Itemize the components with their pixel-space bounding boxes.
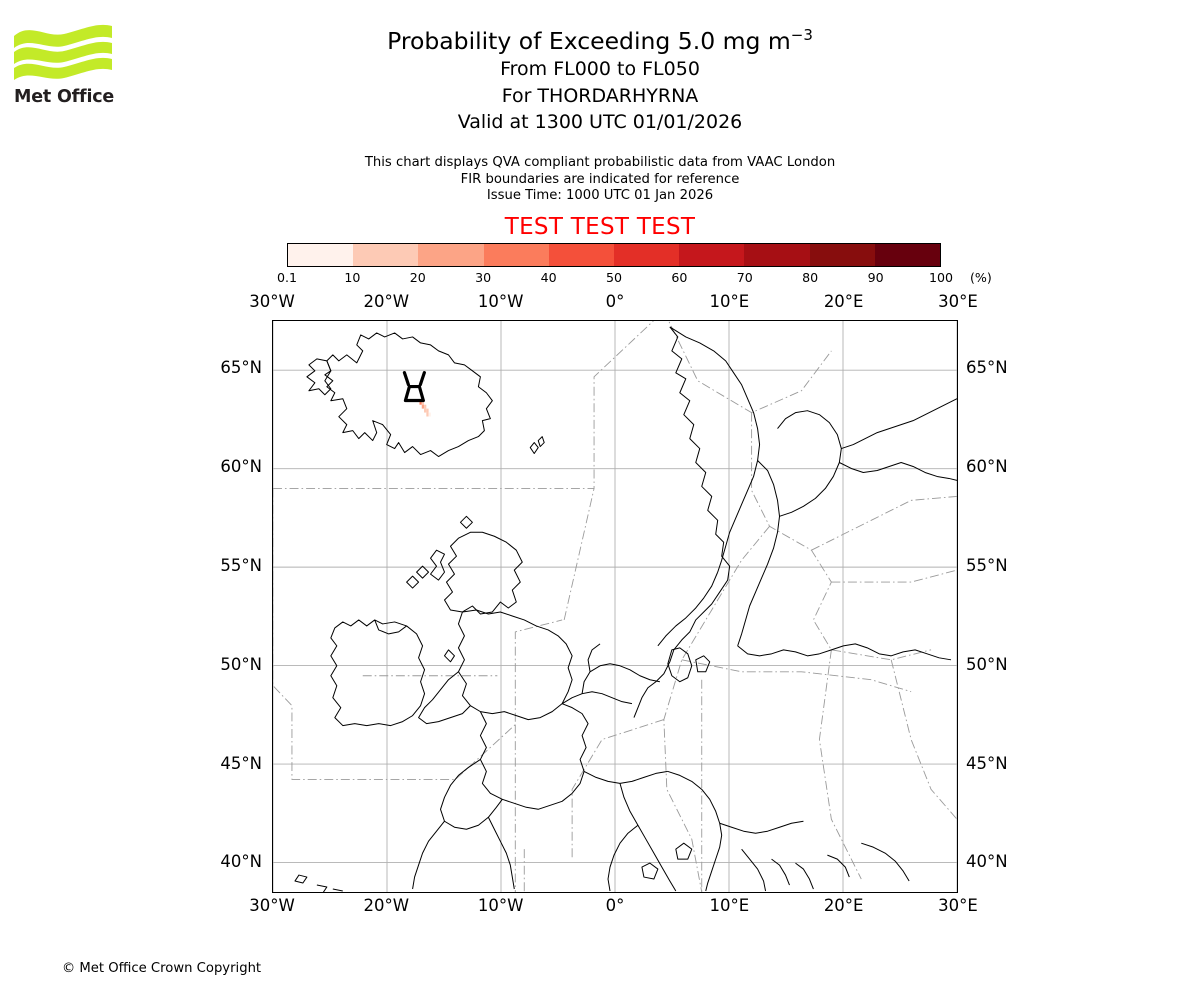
lat-label-left-3: 55°N <box>220 555 262 575</box>
colorbar-tick-60: 60 <box>671 270 688 285</box>
met-office-waves-icon <box>14 24 112 80</box>
colorbar-tick-40: 40 <box>540 270 557 285</box>
test-banner: TEST TEST TEST <box>504 214 696 240</box>
subtitle-valid-time: Valid at 1300 UTC 01/01/2026 <box>457 111 743 133</box>
map-plot-area[interactable] <box>272 320 958 893</box>
lat-label-right-4: 60°N <box>966 457 1008 477</box>
title-block: Probability of Exceeding 5.0 mg m−3 From… <box>0 26 1200 136</box>
note-block: This chart displays QVA compliant probab… <box>0 155 1200 205</box>
colorbar-tick-70: 70 <box>736 270 753 285</box>
page-title-text: Probability of Exceeding 5.0 mg m <box>387 27 791 55</box>
colorbar-tick-90: 90 <box>867 270 884 285</box>
ash-cell-11 <box>426 408 429 413</box>
lat-label-left-5: 65°N <box>220 358 262 378</box>
lon-label-top-0: 30°W <box>249 292 295 311</box>
lon-label-bottom-4: 10°E <box>709 896 750 915</box>
lon-label-top-3: 0° <box>605 292 625 311</box>
lon-label-top-4: 10°E <box>709 292 750 311</box>
met-office-logo: Met Office <box>12 22 122 112</box>
subtitle-volcano: For THORDARHYRNA <box>501 84 699 107</box>
coastlines <box>294 326 957 892</box>
lon-label-bottom-3: 0° <box>605 896 625 915</box>
ash-cell-9 <box>424 404 427 409</box>
colorbar-swatch-2 <box>418 244 484 266</box>
lat-label-right-1: 45°N <box>966 753 1008 773</box>
lon-label-top-6: 30°E <box>938 292 978 311</box>
lon-label-bottom-6: 30°E <box>938 896 978 915</box>
lat-label-left-2: 50°N <box>220 654 262 674</box>
ash-cell-6 <box>419 400 422 405</box>
ash-cell-7 <box>421 400 425 405</box>
colorbar-tick-20: 20 <box>409 270 426 285</box>
colorbar-tick-30: 30 <box>475 270 492 285</box>
colorbar-tick-10: 10 <box>344 270 361 285</box>
volcano-icon <box>402 371 426 403</box>
copyright-notice: © Met Office Crown Copyright <box>62 961 262 976</box>
lat-label-left-4: 60°N <box>220 457 262 477</box>
fir-boundaries <box>273 321 957 892</box>
logo-wordmark: Met Office <box>14 87 115 107</box>
colorbar-tick-50: 50 <box>605 270 623 285</box>
lat-label-right-5: 65°N <box>966 358 1008 378</box>
ash-cell-8 <box>421 404 425 409</box>
colorbar-swatch-9 <box>874 244 941 266</box>
lat-label-left-0: 40°N <box>220 852 262 872</box>
colorbar-swatch-5 <box>614 244 680 266</box>
lat-label-left-1: 45°N <box>220 753 262 773</box>
page-title: Probability of Exceeding 5.0 mg m−3 <box>0 26 1200 56</box>
graticule-gridlines <box>273 321 957 892</box>
lat-label-right-0: 40°N <box>966 852 1008 872</box>
lon-label-bottom-1: 20°W <box>363 896 410 915</box>
lon-label-bottom-5: 20°E <box>823 896 864 915</box>
colorbar-gradient <box>287 243 941 267</box>
lon-label-top-1: 20°W <box>363 292 410 311</box>
note-issue-time: Issue Time: 1000 UTC 01 Jan 2026 <box>486 188 714 204</box>
lon-label-top-2: 10°W <box>477 292 524 311</box>
colorbar-swatch-3 <box>483 244 549 266</box>
page-title-exponent: −3 <box>790 26 813 45</box>
lon-label-bottom-0: 30°W <box>249 896 295 915</box>
colorbar-tick-0.1: 0.1 <box>276 270 298 285</box>
colorbar-tick-100: 100 <box>928 270 954 285</box>
lat-label-right-2: 50°N <box>966 654 1008 674</box>
ash-cell-12 <box>426 412 429 417</box>
note-qva: This chart displays QVA compliant probab… <box>364 155 836 170</box>
colorbar-unit-label: (%) <box>970 270 992 285</box>
lat-label-right-3: 55°N <box>966 555 1008 575</box>
colorbar-tick-80: 80 <box>802 270 819 285</box>
ash-cell-13 <box>428 412 431 417</box>
map-svg <box>273 321 957 892</box>
note-fir: FIR boundaries are indicated for referen… <box>460 171 740 187</box>
colorbar-swatch-1 <box>353 244 419 266</box>
colorbar-swatch-6 <box>679 244 745 266</box>
colorbar-swatch-4 <box>548 244 615 266</box>
colorbar-swatch-8 <box>809 244 875 266</box>
colorbar-swatch-7 <box>744 244 810 266</box>
colorbar-swatch-0 <box>288 244 354 266</box>
lon-label-top-5: 20°E <box>823 292 864 311</box>
lon-label-bottom-2: 10°W <box>477 896 524 915</box>
colorbar <box>287 243 941 267</box>
colorbar-tick-labels: 0.1 10 20 30 40 50 60 70 80 90 100 <box>247 270 981 286</box>
subtitle-flight-level: From FL000 to FL050 <box>500 58 700 80</box>
ash-cell-10 <box>424 408 427 413</box>
